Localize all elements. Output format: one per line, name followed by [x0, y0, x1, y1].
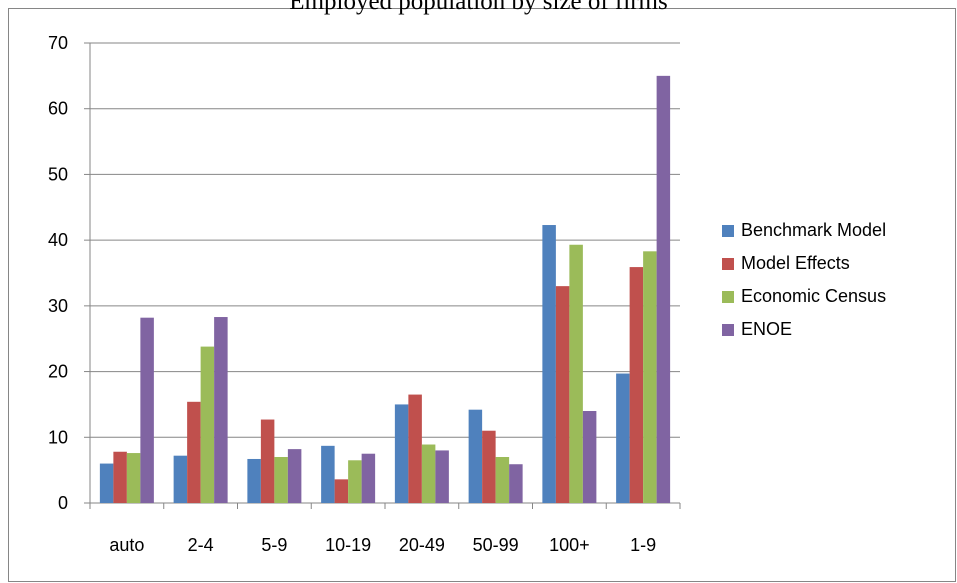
- x-tick-label: 5-9: [261, 535, 287, 555]
- legend-label: Benchmark Model: [741, 220, 887, 240]
- y-tick-label: 0: [58, 493, 68, 513]
- legend-item-economic-census: Economic Census: [722, 280, 886, 313]
- bar: [643, 251, 657, 503]
- chart-title: Employed population by size of firms: [289, 0, 668, 15]
- bar: [274, 457, 288, 503]
- bar: [408, 394, 422, 503]
- bar: [126, 453, 141, 503]
- bar: [482, 430, 496, 503]
- bar: [173, 455, 188, 503]
- x-tick-label: 20-49: [399, 535, 445, 555]
- bar: [616, 373, 630, 503]
- x-tick-label: 10-19: [325, 535, 371, 555]
- bar: [214, 317, 228, 503]
- bar: [187, 401, 201, 503]
- y-tick-label: 10: [48, 427, 68, 447]
- bar: [435, 450, 449, 503]
- legend-item-model-effects: Model Effects: [722, 247, 886, 280]
- bar: [348, 460, 362, 503]
- bar: [495, 457, 510, 503]
- bar: [99, 463, 114, 503]
- bar: [569, 244, 583, 503]
- legend-swatch: [722, 290, 734, 303]
- bar: [555, 286, 570, 503]
- x-tick-label: 50-99: [473, 535, 519, 555]
- legend: Benchmark Model Model Effects Economic C…: [722, 214, 886, 346]
- bar: [260, 419, 275, 503]
- bar: [509, 464, 523, 503]
- bar: [361, 453, 376, 503]
- y-tick-label: 60: [48, 99, 68, 119]
- bar: [140, 317, 154, 503]
- bar: [421, 444, 436, 503]
- y-tick-label: 30: [48, 296, 68, 316]
- legend-swatch: [722, 224, 734, 237]
- y-tick-label: 20: [48, 362, 68, 382]
- bar: [656, 75, 671, 503]
- bar: [468, 409, 483, 503]
- legend-label: Economic Census: [741, 286, 887, 306]
- y-tick-label: 70: [48, 33, 68, 53]
- legend-label: ENOE: [741, 319, 793, 339]
- bar: [542, 225, 556, 503]
- bar: [247, 458, 261, 503]
- bar: [629, 267, 644, 503]
- bar: [582, 411, 597, 503]
- legend-item-benchmark-model: Benchmark Model: [722, 214, 886, 247]
- bar: [200, 346, 215, 503]
- bar: [321, 445, 335, 503]
- legend-swatch: [722, 257, 734, 270]
- x-tick-label: 100+: [549, 535, 590, 555]
- legend-label: Model Effects: [741, 253, 850, 273]
- y-tick-label: 50: [48, 164, 68, 184]
- bar: [287, 449, 302, 503]
- legend-item-enoe: ENOE: [722, 313, 886, 346]
- bar: [394, 404, 409, 503]
- bar: [334, 479, 349, 503]
- x-tick-label: 1-9: [630, 535, 656, 555]
- x-tick-label: 2-4: [188, 535, 214, 555]
- legend-swatch: [722, 323, 734, 336]
- y-tick-label: 40: [48, 230, 68, 250]
- x-tick-label: auto: [109, 535, 144, 555]
- bar: [113, 451, 127, 503]
